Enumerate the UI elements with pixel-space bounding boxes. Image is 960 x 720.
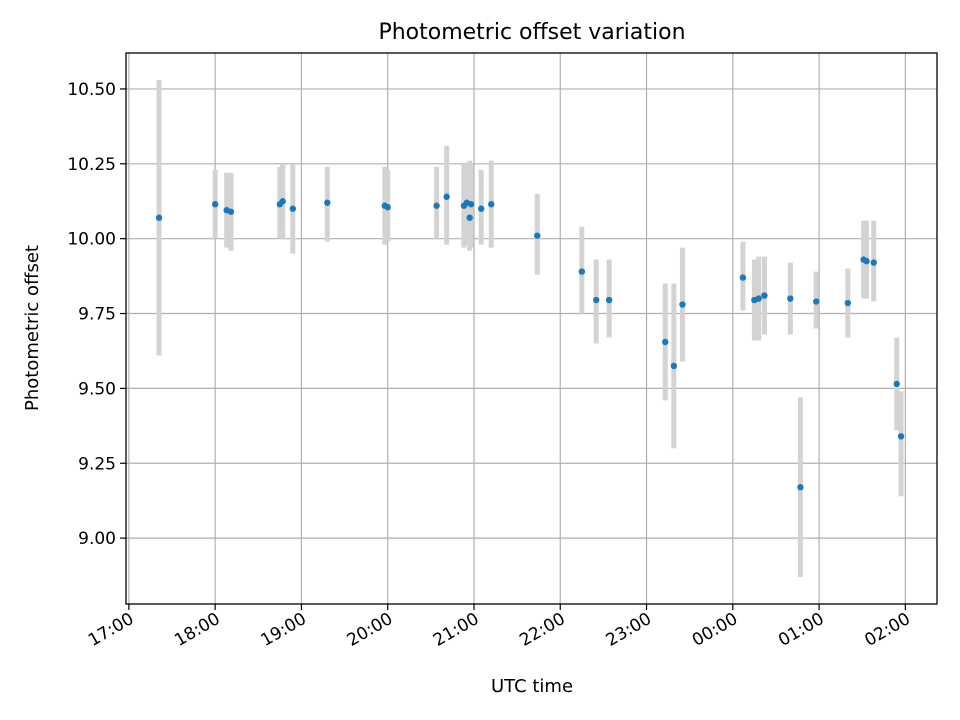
data-point [477, 205, 485, 212]
data-point [578, 268, 586, 275]
y-tick-label: 9.50 [78, 379, 116, 399]
data-point [844, 299, 852, 307]
data-point [863, 257, 870, 265]
data-point [324, 199, 331, 206]
data-point [593, 296, 600, 304]
x-axis-label: UTC time [491, 676, 573, 697]
y-axis-label: Photometric offset [22, 245, 43, 411]
data-point [870, 259, 877, 266]
data-point [155, 214, 163, 221]
data-point [467, 201, 475, 208]
data-point [679, 301, 686, 308]
data-point [534, 232, 541, 239]
data-point [289, 205, 297, 212]
data-point [787, 295, 794, 302]
y-tick-label: 10.50 [67, 80, 116, 100]
data-point [755, 295, 762, 302]
data-point [605, 296, 613, 304]
chart-title: Photometric offset variation [378, 20, 685, 45]
data-point [893, 380, 900, 388]
data-point [384, 204, 391, 211]
data-point [739, 274, 747, 281]
plot-frame [125, 52, 938, 605]
data-point [662, 338, 669, 346]
data-point [466, 214, 473, 221]
y-tick-label: 9.00 [78, 529, 116, 549]
data-point [813, 298, 820, 305]
data-point [433, 202, 440, 209]
y-tick-label: 9.75 [78, 305, 116, 325]
data-point [761, 292, 768, 299]
data-point [227, 208, 235, 215]
data-point [488, 201, 495, 208]
data-point [670, 362, 678, 370]
grid [126, 53, 937, 604]
data-point [797, 484, 804, 491]
data-point [279, 198, 286, 205]
data-point [211, 201, 219, 208]
y-tick-label: 10.25 [67, 155, 116, 175]
y-axis: 9.00 9.25 9.50 9.75 10.00 10.25 10.50 [67, 80, 126, 549]
data-points [155, 193, 905, 491]
data-point [443, 193, 450, 200]
y-tick-label: 10.00 [67, 230, 116, 250]
y-tick-label: 9.25 [78, 454, 116, 474]
data-point [897, 433, 905, 440]
